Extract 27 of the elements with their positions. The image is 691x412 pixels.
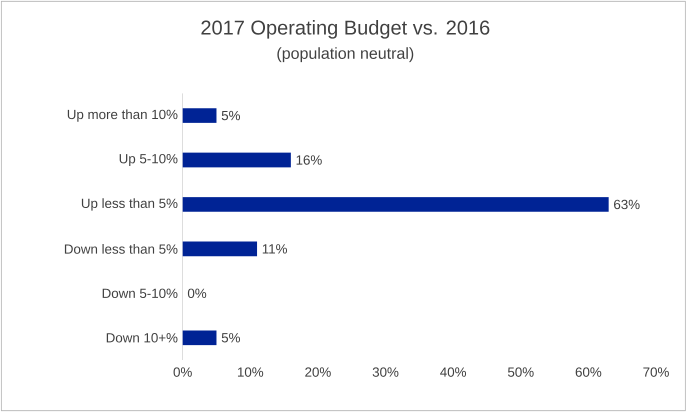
data-label: 11% [262, 244, 287, 254]
y-tick-label: Up more than 10% [68, 109, 178, 122]
y-tick-label: Up 5-10% [120, 154, 178, 166]
x-tick-label: 60% [576, 367, 602, 377]
y-tick-label: Up less than 5% [82, 198, 178, 211]
x-tick-label: 50% [508, 367, 534, 377]
data-label: 5% [222, 110, 240, 120]
x-tick-label: 70% [643, 367, 669, 377]
bar [182, 242, 258, 256]
x-tick-label: 20% [305, 367, 331, 377]
data-label: 63% [614, 200, 640, 210]
chart-subtitle: (population neutral) [277, 47, 414, 62]
x-tick-label: 0% [174, 367, 192, 377]
bar [182, 152, 291, 168]
x-tick-label: 40% [440, 367, 466, 377]
bar [182, 197, 609, 212]
y-tick-label: Down 10+% [106, 333, 178, 342]
x-tick-label: 30% [372, 367, 398, 377]
y-tick-label: Down less than 5% [64, 244, 178, 254]
bar [182, 108, 216, 123]
chart-title: 2017 Operating Budget vs. 2016 [201, 20, 490, 39]
data-label: 0% [188, 288, 206, 298]
data-label: 5% [222, 333, 240, 342]
bar [182, 330, 216, 346]
y-tick-label: Down 5-10% [102, 288, 178, 298]
data-label: 16% [296, 155, 322, 165]
x-tick-label: 10% [238, 367, 264, 377]
